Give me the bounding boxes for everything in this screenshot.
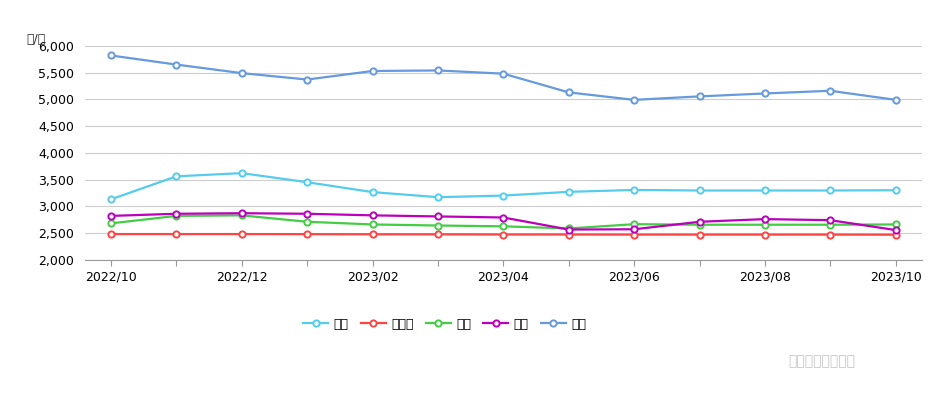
- 大豆: [563, 90, 574, 95]
- Line: 玉米: 玉米: [108, 210, 899, 233]
- 大豆: [171, 62, 182, 67]
- 早籼稻: [497, 232, 509, 237]
- 小麦: [563, 190, 574, 194]
- 玉米: [171, 211, 182, 216]
- 早籼稻: [760, 232, 771, 237]
- 大豆: [629, 98, 640, 102]
- 小麦: [694, 188, 705, 193]
- 玉米: [367, 213, 378, 218]
- 小麦: [824, 188, 836, 193]
- Line: 大豆: 大豆: [108, 52, 899, 103]
- 小麦: [432, 195, 444, 200]
- 玉米: [890, 228, 901, 232]
- 玉米: [694, 220, 705, 224]
- 大豆: [302, 77, 313, 82]
- 玉米: [629, 227, 640, 232]
- 小麦: [760, 188, 771, 193]
- 粳稻: [367, 222, 378, 227]
- 粳稻: [694, 222, 705, 227]
- 粳稻: [171, 213, 182, 218]
- 粳稻: [629, 222, 640, 227]
- 玉米: [236, 211, 247, 215]
- 早籼稻: [105, 232, 117, 237]
- 粳稻: [563, 226, 574, 231]
- 大豆: [760, 91, 771, 96]
- Line: 早籼稻: 早籼稻: [108, 231, 899, 238]
- 粳稻: [105, 221, 117, 226]
- 小麦: [367, 190, 378, 194]
- 早籼稻: [432, 232, 444, 237]
- 小麦: [497, 193, 509, 198]
- Legend: 小麦, 早籼稻, 粳稻, 玉米, 大豆: 小麦, 早籼稻, 粳稻, 玉米, 大豆: [299, 313, 591, 336]
- 小麦: [302, 180, 313, 185]
- Text: 农业农村重要数据: 农业农村重要数据: [789, 354, 855, 369]
- 大豆: [824, 88, 836, 93]
- 小麦: [105, 197, 117, 202]
- 小麦: [890, 188, 901, 193]
- 玉米: [302, 211, 313, 216]
- 粳稻: [760, 222, 771, 227]
- 早籼稻: [302, 232, 313, 237]
- 早籼稻: [824, 232, 836, 237]
- 大豆: [367, 68, 378, 73]
- 早籼稻: [236, 232, 247, 237]
- 玉米: [760, 217, 771, 222]
- 小麦: [171, 174, 182, 179]
- 粳稻: [236, 213, 247, 218]
- 早籼稻: [367, 232, 378, 237]
- Line: 粳稻: 粳稻: [108, 212, 899, 232]
- 粳稻: [302, 220, 313, 224]
- 大豆: [105, 53, 117, 58]
- 玉米: [432, 214, 444, 219]
- 大豆: [432, 68, 444, 73]
- 粳稻: [497, 224, 509, 229]
- 小麦: [236, 171, 247, 175]
- 小麦: [629, 188, 640, 192]
- 大豆: [694, 94, 705, 99]
- 玉米: [497, 215, 509, 220]
- 粳稻: [432, 223, 444, 228]
- 早籼稻: [563, 232, 574, 237]
- Text: 元/吨: 元/吨: [26, 33, 45, 46]
- 早籼稻: [890, 232, 901, 237]
- 玉米: [105, 213, 117, 218]
- 玉米: [824, 218, 836, 223]
- 大豆: [497, 71, 509, 76]
- 玉米: [563, 227, 574, 232]
- 粳稻: [890, 222, 901, 227]
- 粳稻: [824, 222, 836, 227]
- 大豆: [236, 71, 247, 76]
- 早籼稻: [694, 232, 705, 237]
- 早籼稻: [171, 232, 182, 237]
- 大豆: [890, 98, 901, 102]
- 早籼稻: [629, 232, 640, 237]
- Line: 小麦: 小麦: [108, 170, 899, 202]
